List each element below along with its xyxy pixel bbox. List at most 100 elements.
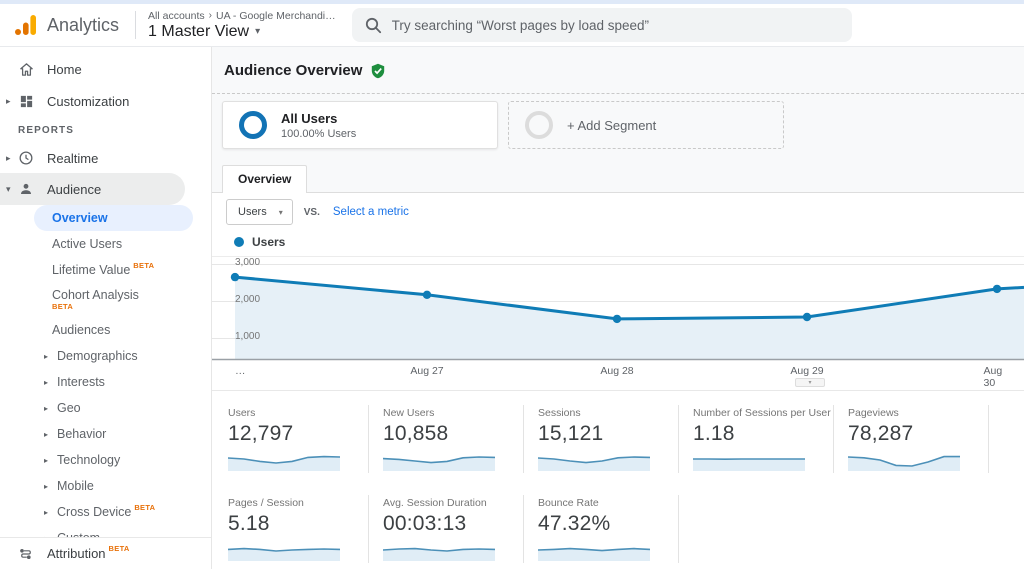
caret-down-icon: ▾ [278,207,283,217]
tab-bar: Overview [212,165,1024,193]
sidebar-item-label: Geo [57,401,81,415]
chevron-right-icon: ▸ [44,455,49,465]
segment-name: All Users [281,110,338,126]
main-content: Audience Overview All Users 100.00% User… [212,47,1024,569]
sparkline-chart [228,547,340,561]
metric-value: 5.18 [228,512,270,535]
sidebar-item-overview[interactable]: Overview [34,205,193,231]
search-bar[interactable] [351,8,852,42]
metric-card-pageviews[interactable]: Pageviews 78,287 [834,405,989,473]
metric-card-pages-per-session[interactable]: Pages / Session 5.18 [214,495,369,563]
x-tick-label: … [235,365,246,377]
metric-card-bounce-rate[interactable]: Bounce Rate 47.32% [524,495,679,563]
y-tick-label: 1,000 [235,331,261,342]
sidebar-item-label: Home [47,61,82,77]
sidebar-item-label: Mobile [57,479,94,493]
sidebar-item-technology[interactable]: ▸ Technology [0,447,211,473]
home-icon [14,61,38,78]
line-chart-plot[interactable] [212,255,1024,362]
sidebar-item-label: Interests [57,375,105,389]
sparkline-chart [693,458,805,471]
x-axis: … Aug 27 Aug 28 Aug 29 Aug 30 [212,362,1024,389]
verified-shield-icon [372,63,385,78]
legend-label: Users [252,235,286,249]
beta-badge: BETA [133,260,155,270]
sidebar-item-label: Customization [47,93,130,109]
sidebar-section-reports: REPORTS [18,124,75,136]
users-line-chart[interactable]: 3,000 2,000 1,000 … Aug 27 Aug 28 Aug 29… [212,255,1024,391]
sparkline-chart [383,456,495,471]
breadcrumb: All accounts › UA - Google Merchandi… [148,10,336,22]
metric-value: 1.18 [693,422,735,445]
metric-value: 00:03:13 [383,512,467,535]
metric-card-new-users[interactable]: New Users 10,858 [369,405,524,473]
sidebar-item-customization[interactable]: ▸ Customization [0,85,211,117]
metric-value: 47.32% [538,512,611,535]
view-selector[interactable]: 1 Master View ▾ [148,23,336,41]
sidebar-item-realtime[interactable]: ▸ Realtime [0,143,211,173]
sidebar-item-label: Attribution [47,546,106,561]
add-segment-button[interactable]: + Add Segment [508,101,784,149]
attribution-icon [14,546,38,562]
sidebar-item-interests[interactable]: ▸ Interests [0,369,211,395]
sidebar-item-label: Custom [57,531,100,537]
analytics-logo[interactable]: Analytics [14,13,119,37]
sidebar-item-demographics[interactable]: ▸ Demographics [0,343,211,369]
analytics-logo-icon [15,15,36,35]
breadcrumb-root[interactable]: All accounts [148,9,205,22]
chart-collapse-button[interactable]: ▾ [795,378,825,387]
chevron-right-icon: ▸ [44,507,49,517]
metric-card-sessions-per-user[interactable]: Number of Sessions per User 1.18 [679,405,834,473]
x-tick-label: Aug 30 [983,365,1003,389]
sidebar-item-audience[interactable]: ▾ Audience [0,173,185,205]
sidebar-item-label: Overview [52,211,108,225]
search-input[interactable] [391,17,840,33]
chevron-right-icon: ▸ [6,95,11,106]
segment-detail: 100.00% Users [281,127,357,140]
sidebar-item-geo[interactable]: ▸ Geo [0,395,211,421]
view-name: 1 Master View [148,22,250,40]
sparkline-chart [538,547,650,561]
metric-value: 78,287 [848,422,914,445]
beta-badge: BETA [108,544,130,553]
account-switcher[interactable]: All accounts › UA - Google Merchandi… 1 … [148,10,336,41]
sidebar-item-lifetime-value[interactable]: Lifetime Value BETA [0,257,211,283]
sidebar-item-label: Active Users [52,237,123,251]
sparkline-chart [538,456,650,471]
metric-label: Bounce Rate [538,497,599,509]
breadcrumb-account[interactable]: UA - Google Merchandi… [216,9,336,22]
body-row: Home ▸ Customization REPORTS ▸ Realtime [0,47,1024,569]
sidebar-item-cross-device[interactable]: ▸ Cross Device BETA [0,499,211,525]
metric-dropdown[interactable]: Users ▾ [226,199,293,225]
sidebar-item-behavior[interactable]: ▸ Behavior [0,421,211,447]
breadcrumb-separator-icon: › [208,10,212,21]
metric-card-avg-session-duration[interactable]: Avg. Session Duration 00:03:13 [369,495,524,563]
metric-value: 12,797 [228,422,294,445]
app-name: Analytics [47,14,120,35]
select-metric-link[interactable]: Select a metric [332,206,409,218]
customization-icon [14,94,38,109]
add-segment-label: + Add Segment [567,117,657,133]
chevron-right-icon: ▸ [44,403,49,413]
sidebar-item-custom[interactable]: ▸ Custom [0,525,211,537]
sidebar-item-mobile[interactable]: ▸ Mobile [0,473,211,499]
sidebar-item-audiences[interactable]: Audiences [0,317,211,343]
metric-cards-row-1: Users 12,797 New Users 10,858 Sessions 1… [214,405,1024,473]
sidebar-item-attribution[interactable]: Attribution BETA [0,537,211,569]
metric-card-sessions[interactable]: Sessions 15,121 [524,405,679,473]
x-tick-label: Aug 27 [410,365,444,377]
segment-all-users[interactable]: All Users 100.00% Users [222,101,498,149]
sidebar-item-home[interactable]: Home [0,53,211,85]
sidebar-item-label: Audiences [52,323,111,337]
chart-footer: ▾ [212,378,1024,391]
metric-card-users[interactable]: Users 12,797 [214,405,369,473]
top-bar: Analytics All accounts › UA - Google Mer… [0,4,1024,47]
sidebar-item-cohort-analysis[interactable]: Cohort Analysis BETA [0,283,211,317]
metric-dropdown-value: Users [238,206,267,218]
metric-label: Avg. Session Duration [383,497,487,509]
sidebar: Home ▸ Customization REPORTS ▸ Realtime [0,47,212,569]
tab-overview[interactable]: Overview [222,165,308,193]
sidebar-item-label: Behavior [57,427,107,441]
sidebar-item-active-users[interactable]: Active Users [0,231,211,257]
metric-label: Pages / Session [228,497,304,509]
